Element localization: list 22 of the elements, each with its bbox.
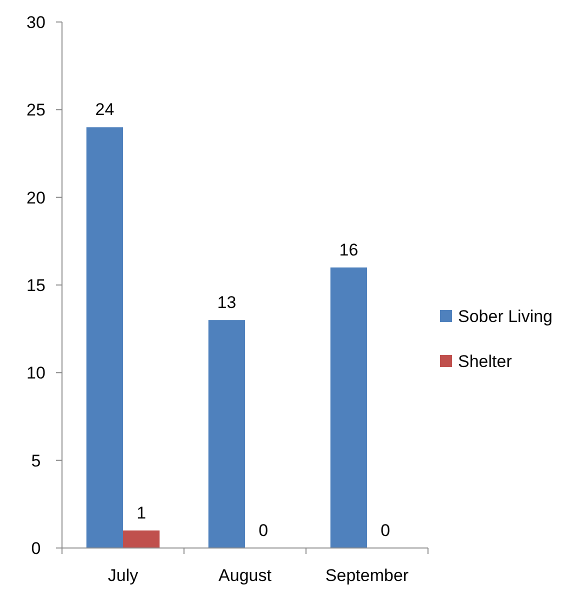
data-label: 0 <box>258 521 268 540</box>
bar <box>123 530 160 548</box>
data-label: 13 <box>217 293 236 312</box>
data-label: 0 <box>380 521 390 540</box>
x-tick-label: September <box>325 566 409 585</box>
y-tick-label: 25 <box>26 100 46 120</box>
x-tick-label: August <box>218 566 272 585</box>
legend-label: Sober Living <box>458 306 553 326</box>
bar <box>208 320 245 548</box>
bar <box>86 127 123 548</box>
x-tick-label: July <box>108 566 139 585</box>
bar <box>330 267 367 548</box>
data-label: 1 <box>136 503 146 522</box>
y-tick-label: 0 <box>31 538 41 558</box>
data-label: 24 <box>95 100 114 120</box>
legend-label: Shelter <box>458 352 512 371</box>
y-tick-label: 10 <box>26 364 46 383</box>
y-tick-label: 30 <box>26 12 46 32</box>
y-tick-label: 5 <box>31 451 41 470</box>
data-label: 16 <box>339 240 358 260</box>
y-tick-label: 20 <box>26 188 46 208</box>
y-tick-label: 15 <box>26 276 46 295</box>
